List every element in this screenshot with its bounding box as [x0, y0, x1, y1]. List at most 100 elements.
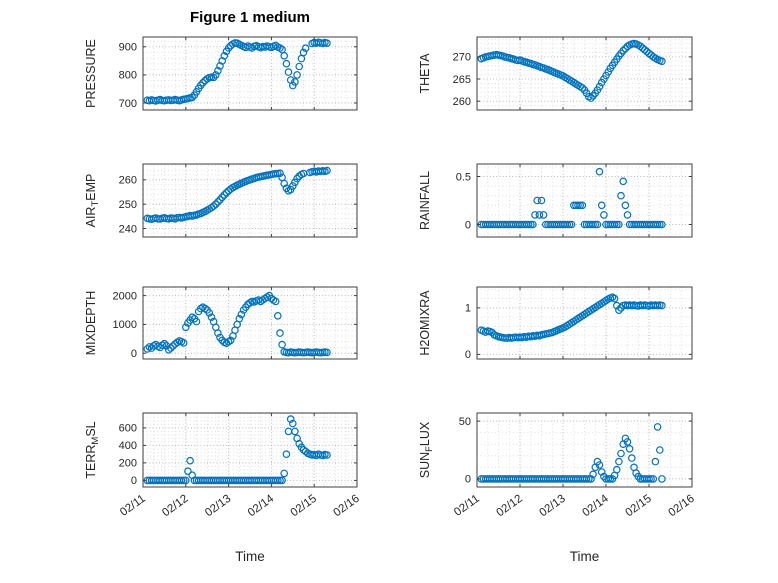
y-tick-label: 700	[119, 98, 137, 110]
data-point	[199, 79, 207, 87]
data-point	[282, 450, 291, 459]
data-point	[212, 71, 220, 79]
y-axis-label: SUNFLUX	[418, 421, 435, 478]
subplot-sun-flux: 0 50 SUNFLUX 02/11 02/12 02/13 02/14 02/15 02/16	[418, 412, 697, 520]
data-point	[615, 220, 623, 229]
data-point	[276, 169, 284, 178]
data-point	[237, 310, 246, 319]
data-point	[597, 201, 606, 210]
y-axis-label: PRESSURE	[84, 39, 98, 108]
data-point	[288, 419, 297, 428]
data-point	[587, 94, 595, 102]
data-point	[276, 476, 284, 485]
y-tick-label: 2000	[113, 290, 137, 302]
subplot-rainfall: 0 0.5 RAINFALL	[418, 163, 693, 238]
data-points	[477, 423, 666, 483]
y-tick-label: 1000	[113, 319, 137, 331]
subplot-theta: 260 265 270 THETA	[418, 36, 693, 111]
data-point	[619, 177, 628, 186]
data-point	[658, 475, 666, 483]
data-point	[574, 201, 582, 210]
data-point	[186, 456, 194, 465]
data-point	[207, 313, 216, 322]
x-tick-label: 02/16	[331, 493, 361, 520]
data-point	[658, 301, 666, 310]
x-tick-label: 02/16	[666, 493, 696, 520]
data-point	[164, 345, 173, 354]
x-tick-label: 02/14	[246, 492, 277, 519]
data-point	[143, 345, 152, 353]
data-point	[615, 457, 623, 466]
data-point	[167, 344, 175, 352]
data-point	[604, 475, 613, 483]
data-point	[291, 78, 299, 86]
data-points	[477, 39, 666, 102]
y-tick-label: 1	[465, 303, 471, 315]
data-point	[651, 457, 660, 466]
data-point	[612, 220, 621, 229]
data-point	[299, 48, 308, 57]
axes-box	[476, 286, 693, 360]
data-point	[276, 44, 284, 52]
subplot-pressure: 700 800 900 PRESSURE	[84, 36, 358, 111]
data-point	[600, 211, 608, 219]
data-point	[578, 201, 587, 210]
data-point	[589, 470, 597, 479]
data-point	[160, 339, 169, 348]
data-point	[653, 220, 662, 229]
data-point	[597, 468, 606, 476]
y-tick-label: 240	[119, 223, 137, 235]
figure-title: Figure 1 medium	[189, 9, 311, 26]
data-point	[625, 444, 634, 453]
data-point	[276, 329, 284, 337]
y-tick-label: 0.5	[456, 171, 471, 183]
y-tick-label: 265	[453, 74, 471, 86]
y-tick-label: 200	[119, 458, 137, 470]
data-point	[184, 467, 192, 476]
data-point	[188, 93, 197, 102]
data-point	[288, 81, 297, 90]
data-point	[587, 475, 595, 483]
data-point	[282, 59, 291, 68]
data-point	[623, 438, 632, 446]
data-point	[655, 446, 664, 454]
data-points	[143, 166, 331, 224]
data-point	[273, 476, 282, 485]
y-tick-label: 0	[131, 348, 137, 360]
data-point	[214, 198, 222, 206]
data-point	[192, 317, 201, 326]
data-point	[205, 309, 214, 317]
data-point	[220, 191, 229, 199]
x-tick-label: 02/12	[160, 493, 190, 520]
data-point	[563, 220, 572, 229]
data-point	[612, 465, 621, 474]
y-axis-label: AIRTEMP	[84, 174, 101, 228]
data-point	[595, 167, 604, 176]
axes-box	[476, 36, 693, 111]
data-point	[535, 211, 544, 219]
data-point	[653, 423, 662, 431]
axes-box	[142, 286, 358, 360]
y-tick-label: 900	[119, 42, 137, 54]
data-point	[658, 220, 666, 229]
data-point	[278, 340, 286, 349]
data-points	[143, 415, 331, 485]
data-point	[529, 220, 537, 229]
data-point	[295, 62, 304, 71]
data-point	[286, 415, 295, 423]
data-point	[220, 51, 229, 60]
data-point	[323, 451, 331, 459]
data-point	[280, 51, 289, 60]
axes-box	[142, 412, 358, 488]
data-point	[284, 68, 293, 76]
data-point	[158, 341, 167, 350]
x-tick-label: 02/11	[118, 493, 148, 519]
y-tick-label: 400	[119, 440, 137, 452]
data-point	[593, 220, 602, 229]
x-tick-label: 02/15	[289, 493, 319, 520]
data-point	[293, 174, 301, 183]
data-point	[600, 472, 608, 481]
data-point	[218, 193, 227, 202]
